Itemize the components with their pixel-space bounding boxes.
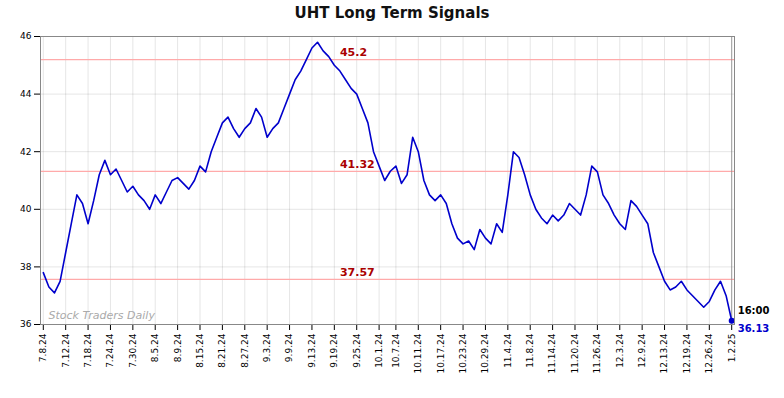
svg-text:41.32: 41.32 (340, 158, 375, 171)
svg-text:40: 40 (20, 204, 32, 214)
svg-text:7.8.24: 7.8.24 (38, 333, 48, 362)
svg-text:11.20.24: 11.20.24 (570, 333, 580, 373)
svg-text:16:00: 16:00 (738, 305, 770, 316)
svg-text:9.9.24: 9.9.24 (284, 333, 294, 362)
svg-text:11.14.24: 11.14.24 (547, 333, 557, 373)
svg-text:8.27.24: 8.27.24 (240, 333, 250, 368)
svg-text:12.3.24: 12.3.24 (615, 333, 625, 368)
html-text:UHT Long Term Signals: UHT Long Term Signals (294, 4, 490, 22)
svg-text:8.5.24: 8.5.24 (150, 333, 160, 362)
svg-text:9.25.24: 9.25.24 (352, 333, 362, 368)
svg-text:37.57: 37.57 (340, 266, 375, 279)
svg-text:12.26.24: 12.26.24 (704, 333, 714, 373)
svg-text:12.19.24: 12.19.24 (682, 333, 692, 373)
svg-text:11.26.24: 11.26.24 (592, 333, 602, 373)
svg-text:9.19.24: 9.19.24 (329, 333, 339, 368)
svg-text:10.11.24: 10.11.24 (413, 333, 423, 373)
svg-text:1.2.25: 1.2.25 (727, 334, 737, 363)
svg-text:7.24.24: 7.24.24 (105, 333, 115, 368)
svg-text:10.7.24: 10.7.24 (391, 333, 401, 368)
svg-text:36.13: 36.13 (738, 323, 770, 334)
svg-text:10.17.24: 10.17.24 (436, 333, 446, 373)
svg-text:42: 42 (20, 147, 31, 157)
svg-text:45.2: 45.2 (340, 46, 367, 59)
svg-text:10.29.24: 10.29.24 (480, 333, 490, 373)
svg-text:11.8.24: 11.8.24 (525, 333, 535, 368)
svg-text:9.13.24: 9.13.24 (307, 333, 317, 368)
svg-text:8.21.24: 8.21.24 (217, 333, 227, 368)
svg-text:38: 38 (20, 262, 32, 272)
svg-text:8.9.24: 8.9.24 (173, 333, 183, 362)
svg-text:44: 44 (20, 89, 32, 99)
svg-text:8.15.24: 8.15.24 (195, 333, 205, 368)
svg-text:7.30.24: 7.30.24 (128, 333, 138, 368)
svg-text:11.4.24: 11.4.24 (503, 333, 513, 368)
svg-text:Stock Traders Daily: Stock Traders Daily (49, 309, 156, 322)
svg-text:10.1.24: 10.1.24 (374, 333, 384, 368)
svg-text:12.9.24: 12.9.24 (637, 333, 647, 368)
svg-text:46: 46 (20, 31, 32, 41)
svg-text:36: 36 (20, 319, 32, 329)
svg-text:10.23.24: 10.23.24 (458, 333, 468, 373)
svg-text:9.3.24: 9.3.24 (262, 333, 272, 362)
svg-text:12.13.24: 12.13.24 (659, 333, 669, 373)
svg-text:7.12.24: 7.12.24 (61, 333, 71, 368)
svg-text:7.18.24: 7.18.24 (83, 333, 93, 368)
